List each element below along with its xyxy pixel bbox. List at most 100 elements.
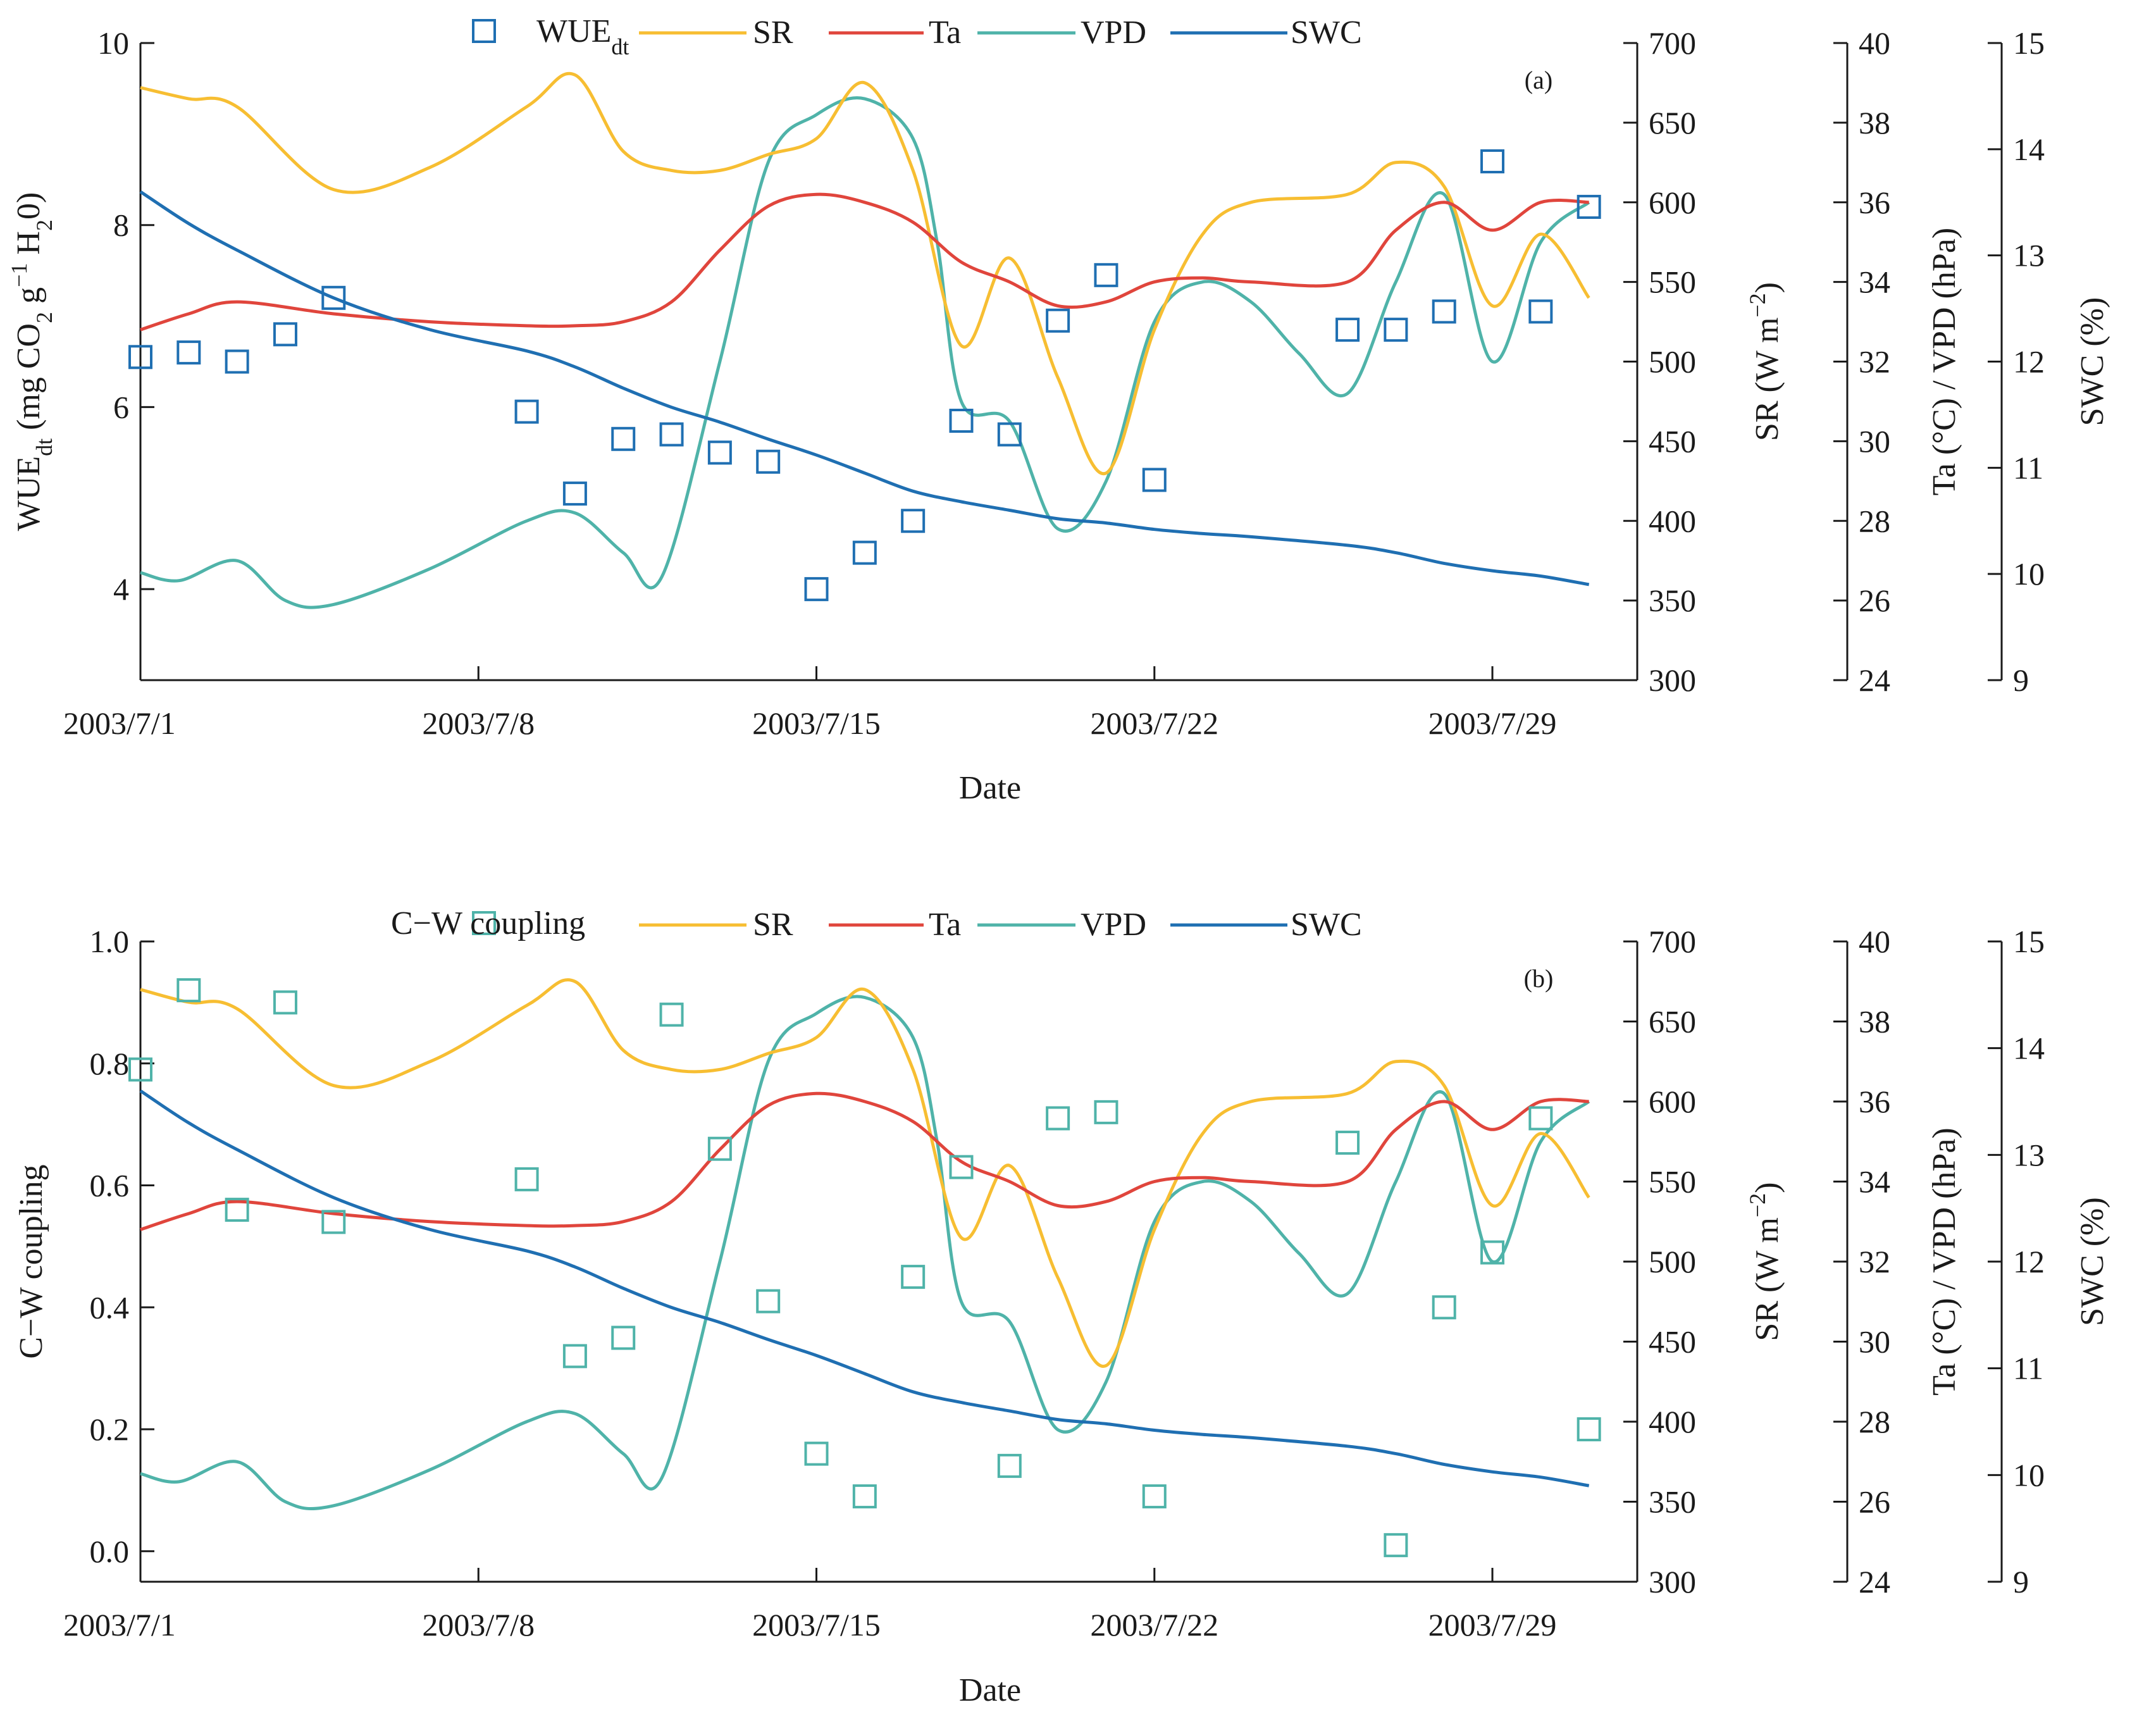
panel-label: (a) xyxy=(1525,66,1552,94)
data-point xyxy=(949,1155,974,1179)
sr-tick-label: 450 xyxy=(1649,423,1696,459)
swc-axis-title: SWC (%) xyxy=(2074,297,2110,426)
data-point xyxy=(707,1136,732,1161)
left-y-tick-label: 8 xyxy=(113,208,129,243)
ta_vpd-tick-label: 28 xyxy=(1859,503,1890,538)
data-point xyxy=(949,409,974,433)
series-vpd-line xyxy=(140,995,1590,1511)
data-point xyxy=(707,440,732,465)
swc-tick-label: 11 xyxy=(2013,1351,2043,1386)
left-y-tick-label: 0.8 xyxy=(90,1046,130,1081)
data-point xyxy=(1384,1533,1408,1558)
axis-title-part: SR (W m xyxy=(1749,318,1785,442)
ta_vpd-tick-label: 28 xyxy=(1859,1404,1890,1439)
series-ta-line xyxy=(140,192,1589,332)
panel-a: 2003/7/1 2003/7/8 2003/7/15 2003/7/22 2003/7… xyxy=(6,13,2110,806)
data-point xyxy=(1480,149,1505,174)
data-point xyxy=(128,345,152,369)
x-tick-label: 2003/7/8 xyxy=(422,705,535,741)
series-swc-line xyxy=(139,190,1590,587)
data-point xyxy=(225,349,249,374)
data-point xyxy=(321,285,346,310)
data-point xyxy=(273,322,297,347)
legend-label-sr: SR xyxy=(753,907,793,943)
axis-title-part: SR (W m xyxy=(1749,1217,1785,1341)
series-sr-line xyxy=(140,978,1590,1368)
ta_vpd-tick-label: 26 xyxy=(1859,583,1890,618)
data-point xyxy=(1094,1100,1118,1124)
ta_vpd-tick-label: 32 xyxy=(1859,344,1890,380)
legend-marker-points xyxy=(472,911,496,935)
x-tick-label: 2003/7/15 xyxy=(752,1607,881,1642)
sr-axis-title: SR (W m−2) xyxy=(1745,1182,1785,1341)
data-point xyxy=(804,1441,829,1466)
data-point xyxy=(1335,318,1360,342)
legend-label-points: WUEdt xyxy=(536,13,629,59)
swc-tick-label: 15 xyxy=(2013,924,2045,959)
axis-title-part: (mg CO xyxy=(11,323,47,438)
data-point xyxy=(1432,1295,1456,1320)
axis-title-part: −2 xyxy=(1745,1193,1770,1217)
data-point xyxy=(659,422,684,447)
data-point xyxy=(562,1344,587,1369)
swc-tick-label: 9 xyxy=(2013,662,2029,698)
legend-marker-points xyxy=(472,19,496,43)
x-tick-label: 2003/7/8 xyxy=(422,1607,535,1642)
data-point xyxy=(562,481,587,506)
x-tick-label: 2003/7/1 xyxy=(63,1607,176,1642)
axis-title-part: ) xyxy=(1749,1182,1785,1193)
series-sr-line xyxy=(140,71,1590,476)
left-y-tick-label: 4 xyxy=(113,571,129,607)
swc-axis-title: SWC (%) xyxy=(2074,1197,2110,1326)
left-y-tick-label: 0.0 xyxy=(90,1534,130,1569)
data-point xyxy=(225,1198,249,1222)
x-tick-label: 2003/7/22 xyxy=(1090,705,1218,741)
data-point xyxy=(659,1002,684,1027)
sr-tick-label: 650 xyxy=(1649,105,1696,140)
left-y-tick-label: 0.2 xyxy=(90,1412,130,1447)
sr-tick-label: 300 xyxy=(1649,662,1696,698)
ta_vpd-tick-label: 38 xyxy=(1859,105,1890,140)
axis-title-part: dt xyxy=(32,438,57,456)
data-point xyxy=(514,1167,539,1191)
series-vpd-line xyxy=(140,96,1590,609)
swc-tick-label: 14 xyxy=(2013,1031,2045,1066)
ta_vpd-tick-label: 34 xyxy=(1859,1164,1890,1200)
sr-tick-label: 400 xyxy=(1649,503,1696,538)
ta_vpd-tick-label: 26 xyxy=(1859,1484,1890,1520)
legend-label-vpd: VPD xyxy=(1081,15,1146,51)
axis-title-part: 0) xyxy=(11,192,47,220)
sr-tick-label: 600 xyxy=(1649,185,1696,220)
swc-tick-label: 12 xyxy=(2013,1244,2045,1279)
data-point xyxy=(901,1265,926,1289)
ta-vpd-axis-title: Ta (°C) / VPD (hPa) xyxy=(1926,228,1962,496)
ta_vpd-tick-label: 36 xyxy=(1859,1084,1890,1119)
legend-part: WUE xyxy=(536,13,611,49)
swc-tick-label: 12 xyxy=(2013,344,2045,380)
sr-tick-label: 450 xyxy=(1649,1324,1696,1360)
ta_vpd-tick-label: 24 xyxy=(1859,1564,1890,1599)
axis-title-part: WUE xyxy=(11,456,47,531)
sr-tick-label: 500 xyxy=(1649,344,1696,380)
legend: C−W coupling SR Ta VPD SWC xyxy=(391,905,1362,943)
axis-title-part: 2 xyxy=(32,220,57,231)
axis-title-part: −1 xyxy=(6,263,32,287)
left-y-tick-label: 0.6 xyxy=(90,1168,130,1203)
data-point xyxy=(177,340,201,365)
data-point xyxy=(1335,1131,1360,1155)
ta_vpd-tick-label: 30 xyxy=(1859,1324,1890,1360)
sr-tick-label: 350 xyxy=(1649,1484,1696,1520)
panel-b: 2003/7/1 2003/7/8 2003/7/15 2003/7/22 2003/7… xyxy=(13,905,2110,1708)
ta_vpd-tick-label: 36 xyxy=(1859,185,1890,220)
legend-label-swc: SWC xyxy=(1291,907,1362,943)
data-point xyxy=(756,1289,781,1313)
sr-tick-label: 600 xyxy=(1649,1084,1696,1119)
legend-label-ta: Ta xyxy=(929,15,961,51)
sr-tick-label: 350 xyxy=(1649,583,1696,618)
swc-tick-label: 9 xyxy=(2013,1564,2029,1599)
left-y-tick-label: 10 xyxy=(97,25,129,61)
sr-axis-title: SR (W m−2) xyxy=(1745,282,1785,441)
axis-title-part: ) xyxy=(1749,282,1785,293)
